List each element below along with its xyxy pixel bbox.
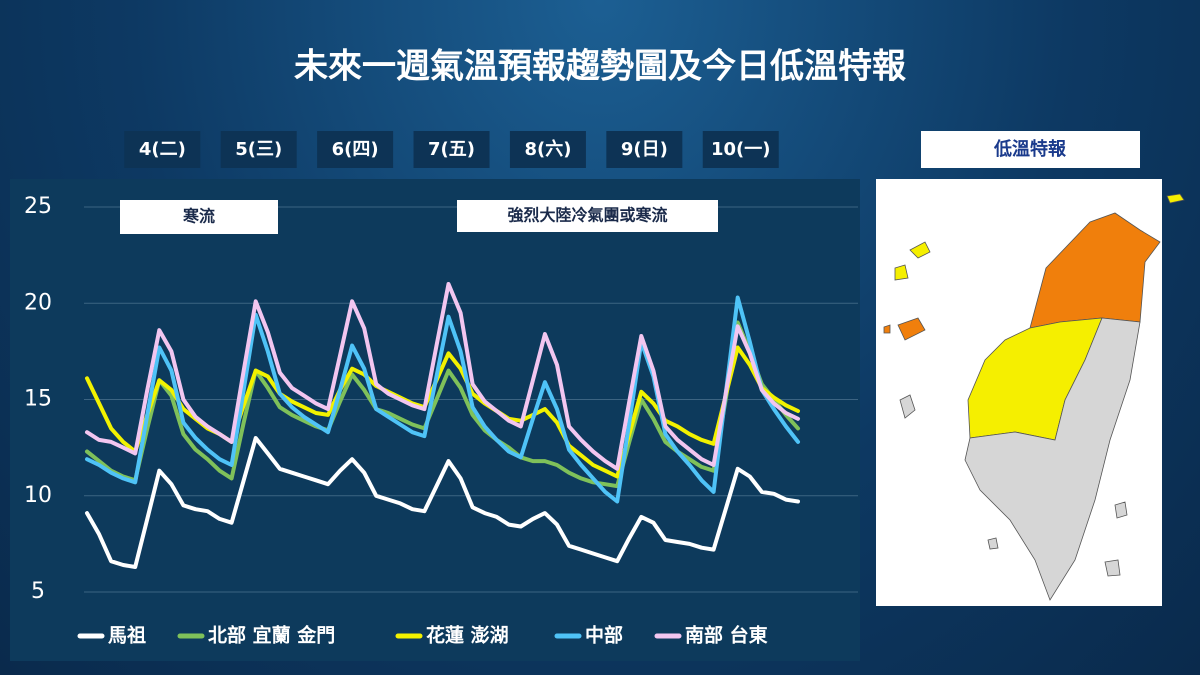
annotation-box [457, 200, 718, 232]
map-penghu [899, 394, 916, 419]
map-gray-region [964, 317, 1141, 601]
y-tick-label: 10 [24, 483, 52, 508]
slide-title: 未來一週氣溫預報趨勢圖及今日低溫特報 [294, 47, 906, 87]
map-kinmen [883, 317, 926, 341]
series-line [85, 295, 800, 504]
map-islet [1166, 193, 1185, 204]
x-tick-label: 8(六) [524, 138, 571, 160]
chart-panel [10, 179, 860, 661]
y-tick-label: 25 [24, 194, 52, 219]
day-label-box [220, 131, 297, 168]
day-label-box [413, 131, 490, 168]
side-title-box [921, 131, 1140, 168]
x-tick-label: 6(四) [332, 139, 379, 160]
y-tick-label: 15 [24, 387, 52, 412]
x-tick-label: 9(日) [621, 139, 668, 160]
day-label-box [317, 131, 394, 168]
map-islands [987, 501, 1128, 577]
day-label-box [702, 131, 779, 168]
y-tick-label: 20 [24, 290, 52, 315]
annotation: 寒流 [182, 207, 215, 226]
legend-label: 中部 [585, 624, 623, 647]
legend-label: 花蓮 澎湖 [426, 624, 509, 647]
x-tick-label: 4(二) [139, 139, 186, 160]
annotation-box [120, 200, 278, 234]
day-label-box [124, 131, 201, 168]
map-panel [876, 179, 1185, 606]
y-tick-label: 5 [31, 579, 45, 604]
x-tick-label: 7(五) [428, 139, 475, 160]
map-matsu [894, 241, 931, 281]
legend-label: 馬祖 [108, 624, 146, 647]
legend-label: 北部 宜蘭 金門 [208, 624, 335, 647]
day-label-box [509, 131, 586, 168]
series-line [85, 282, 800, 471]
legend-label: 南部 台東 [685, 624, 768, 647]
x-tick-label: 5(三) [235, 139, 282, 160]
day-label-box [606, 131, 683, 168]
series-line [85, 436, 800, 569]
annotation: 強烈大陸冷氣團或寒流 [507, 206, 667, 225]
side-title: 低溫特報 [993, 138, 1067, 160]
x-tick-label: 10(一) [711, 139, 771, 160]
